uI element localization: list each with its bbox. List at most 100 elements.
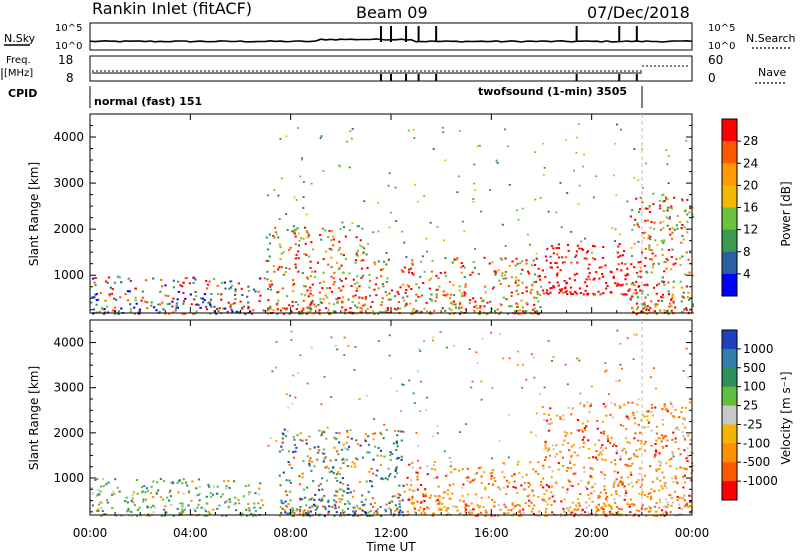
heatmap-cell [355, 236, 358, 239]
heatmap-cell [408, 268, 411, 271]
heatmap-cell [321, 497, 324, 500]
heatmap-cell [309, 514, 312, 517]
heatmap-cell [666, 197, 669, 200]
heatmap-cell [355, 251, 358, 254]
heatmap-cell [155, 491, 158, 494]
heatmap-cell [337, 506, 340, 509]
heatmap-cell [661, 471, 664, 474]
heatmap-cell [673, 196, 676, 199]
heatmap-cell [571, 293, 574, 296]
heatmap-cell [626, 441, 629, 444]
heatmap-cell [532, 259, 535, 262]
heatmap-cell [309, 457, 312, 460]
colorbar-segment [722, 405, 737, 425]
heatmap-cell [660, 229, 662, 231]
heatmap-cell [278, 243, 282, 246]
heatmap-cell [423, 307, 426, 310]
heatmap-cell [631, 485, 634, 488]
heatmap-cell [552, 356, 555, 358]
heatmap-cell [395, 449, 398, 452]
heatmap-cell [310, 469, 313, 472]
heatmap-cell [483, 305, 486, 308]
heatmap-cell [635, 449, 638, 452]
heatmap-cell [335, 490, 338, 493]
heatmap-cell [205, 495, 208, 498]
heatmap-cell [175, 302, 179, 305]
heatmap-cell [670, 207, 673, 210]
heatmap-cell [309, 289, 312, 292]
heatmap-cell [635, 293, 638, 296]
heatmap-cell [436, 476, 439, 479]
heatmap-cell [661, 512, 665, 515]
heatmap-cell [226, 310, 229, 313]
heatmap-cell [98, 311, 101, 313]
heatmap-cell [654, 453, 657, 456]
heatmap-cell [335, 494, 338, 497]
heatmap-cell [269, 305, 272, 308]
heatmap-cell [280, 501, 283, 504]
heatmap-cell [152, 277, 155, 280]
heatmap-cell [400, 458, 403, 461]
heatmap-cell [426, 465, 429, 468]
heatmap-cell [605, 499, 609, 502]
heatmap-cell [533, 296, 536, 299]
heatmap-cell [319, 298, 322, 301]
heatmap-cell [240, 287, 243, 290]
heatmap-cell [656, 514, 659, 517]
heatmap-cell [93, 296, 96, 299]
heatmap-cell [346, 431, 349, 433]
heatmap-cell [361, 274, 365, 277]
heatmap-cell [667, 313, 670, 315]
heatmap-cell [575, 429, 579, 432]
heatmap-cell [466, 480, 469, 482]
heatmap-cell [379, 449, 383, 452]
heatmap-cell [355, 253, 358, 256]
heatmap-cell [615, 449, 618, 452]
heatmap-cell [615, 493, 618, 496]
heatmap-cell [551, 360, 553, 362]
heatmap-cell [673, 490, 677, 493]
heatmap-cell [202, 301, 205, 304]
heatmap-cell [619, 424, 622, 427]
heatmap-cell [208, 485, 211, 488]
heatmap-cell [304, 285, 307, 288]
heatmap-cell [581, 508, 584, 511]
heatmap-cell [460, 310, 463, 313]
heatmap-cell [670, 298, 673, 301]
heatmap-cell [105, 483, 108, 486]
heatmap-cell [366, 515, 369, 517]
heatmap-cell [281, 441, 284, 444]
heatmap-cell [332, 238, 335, 241]
heatmap-cell [633, 453, 636, 456]
heatmap-cell [427, 507, 430, 510]
heatmap-cell [101, 308, 104, 311]
heatmap-cell [544, 511, 547, 514]
heatmap-cell [163, 508, 166, 511]
heatmap-cell [583, 427, 586, 429]
heatmap-cell [360, 276, 363, 279]
heatmap-cell [594, 443, 597, 446]
heatmap-cell [411, 311, 414, 314]
heatmap-cell [678, 506, 681, 509]
heatmap-cell [397, 292, 400, 295]
heatmap-cell [306, 236, 309, 239]
heatmap-cell [639, 266, 642, 269]
heatmap-cell [569, 291, 572, 294]
heatmap-cell [318, 291, 321, 294]
heatmap-cell [655, 470, 658, 472]
heatmap-cell [661, 276, 664, 279]
heatmap-cell [641, 251, 644, 254]
heatmap-cell [588, 278, 591, 281]
heatmap-cell [182, 281, 185, 284]
heatmap-cell [422, 282, 425, 284]
heatmap-cell [552, 252, 555, 255]
heatmap-cell [521, 363, 524, 366]
heatmap-cell [441, 502, 444, 505]
heatmap-cell [676, 215, 679, 217]
heatmap-cell [631, 281, 634, 284]
heatmap-cell [521, 476, 524, 479]
heatmap-cell [417, 459, 419, 462]
heatmap-cell [387, 258, 390, 261]
heatmap-cell [431, 514, 434, 517]
heatmap-cell [665, 197, 668, 200]
